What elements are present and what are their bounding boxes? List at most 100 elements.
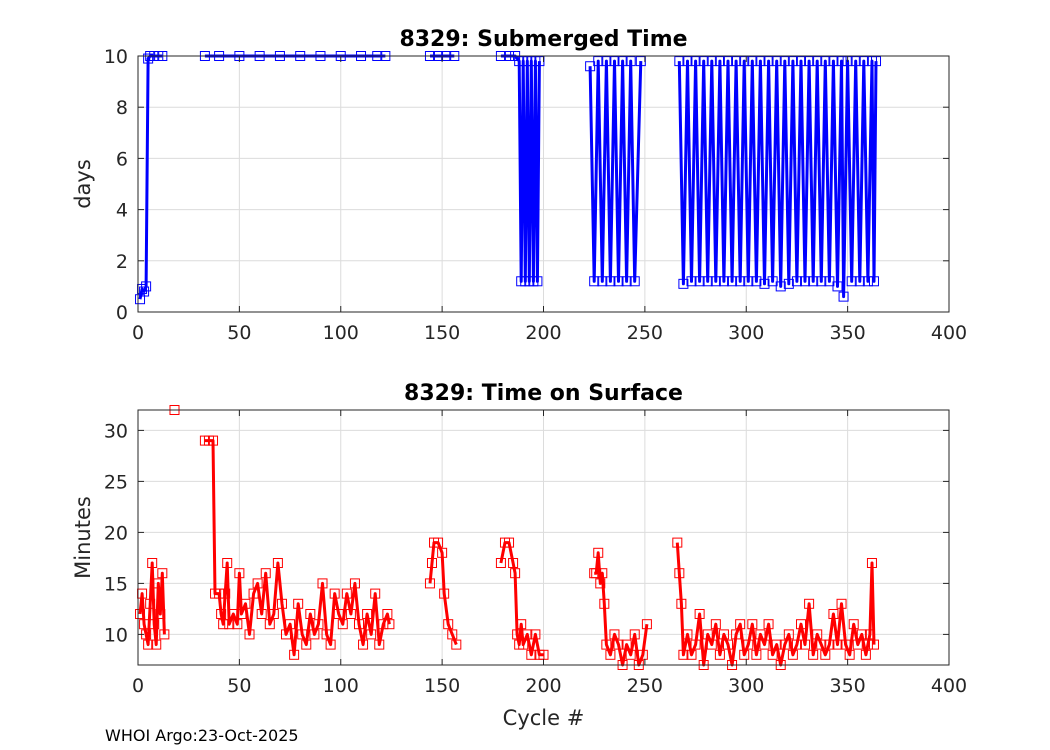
data-point-marker (341, 588, 352, 599)
data-point-marker (763, 619, 774, 630)
data-point-marker (508, 558, 519, 568)
data-point-marker (232, 619, 243, 630)
submerged-time-series (135, 51, 882, 305)
data-point-marker (862, 639, 873, 650)
data-point-marker (268, 609, 279, 619)
data-point-marker (800, 276, 811, 287)
series-line (428, 541, 458, 646)
data-point-marker (824, 276, 835, 287)
data-point-marker (731, 56, 742, 67)
data-point-marker (702, 276, 713, 287)
data-point-marker (686, 649, 697, 660)
data-point-marker (854, 276, 865, 287)
series-line (138, 54, 163, 300)
data-point-marker (808, 276, 819, 287)
data-point-marker (240, 598, 251, 609)
data-point-marker (779, 639, 790, 650)
data-point-marker (714, 649, 725, 660)
data-point-marker (783, 278, 794, 289)
data-point-marker (234, 568, 245, 579)
data-point-marker (530, 629, 541, 640)
x-tick-label: 200 (525, 322, 561, 344)
data-point-marker (868, 276, 879, 287)
x-tick-label: 150 (424, 322, 460, 344)
y-tick-label: 10 (104, 46, 128, 68)
data-point-marker (674, 56, 685, 67)
data-point-marker (791, 639, 802, 650)
data-point-marker (353, 619, 364, 630)
data-point-marker (264, 619, 275, 630)
data-point-marker (751, 649, 762, 660)
data-point-marker (804, 598, 815, 609)
data-point-marker (832, 639, 843, 650)
data-point-marker (593, 547, 604, 558)
data-point-marker (714, 56, 725, 67)
data-point-marker (621, 639, 632, 650)
data-point-marker (228, 609, 239, 619)
data-point-marker (868, 639, 879, 650)
data-point-marker (702, 629, 713, 640)
data-point-marker (739, 56, 750, 67)
series-line (204, 439, 391, 657)
data-point-marker (723, 56, 734, 67)
data-point-marker (739, 649, 750, 660)
data-point-marker (495, 558, 506, 568)
series-line (677, 59, 878, 299)
data-point-marker (329, 588, 340, 599)
data-point-marker (447, 629, 458, 640)
data-point-marker (313, 619, 324, 630)
data-point-marker (694, 609, 705, 619)
x-tick-label: 150 (424, 675, 460, 697)
x-tick-label: 100 (323, 675, 359, 697)
data-point-marker (321, 629, 332, 640)
data-point-marker (828, 609, 839, 619)
data-point-marker (370, 588, 381, 599)
data-point-marker (272, 558, 283, 568)
data-point-marker (145, 598, 156, 609)
data-point-marker (682, 56, 693, 67)
data-point-marker (159, 629, 170, 640)
data-point-marker (718, 629, 729, 640)
data-point-marker (518, 639, 529, 650)
x-tick-label: 400 (931, 675, 967, 697)
data-point-marker (850, 56, 861, 67)
data-point-marker (800, 639, 811, 650)
data-point-marker (848, 619, 859, 630)
data-point-marker (747, 56, 758, 67)
data-point-marker (609, 56, 620, 67)
data-point-marker (439, 588, 450, 599)
data-point-marker (731, 629, 742, 640)
data-point-marker (526, 649, 537, 660)
data-point-marker (844, 649, 855, 660)
data-point-marker (828, 56, 839, 67)
data-point-marker (613, 276, 624, 287)
data-point-marker (625, 649, 636, 660)
data-point-marker (812, 56, 823, 67)
series-line (500, 54, 541, 283)
data-point-marker (672, 537, 683, 548)
data-point-marker (674, 568, 685, 579)
submerged-time-axes: 0 50 100 150 200 250 300 350 400 0 2 4 6 8 10 8329: Su… (71, 27, 967, 344)
data-point-marker (787, 56, 798, 67)
data-point-marker (727, 276, 738, 287)
data-point-marker (141, 281, 152, 292)
data-point-marker (771, 639, 782, 650)
data-point-marker (222, 558, 233, 568)
data-point-marker (866, 558, 877, 568)
data-point-marker (149, 619, 160, 630)
data-point-marker (135, 609, 146, 619)
data-point-marker (276, 598, 287, 609)
data-point-marker (858, 56, 869, 67)
data-point-marker (779, 56, 790, 67)
x-tick-label: 350 (829, 675, 865, 697)
data-point-marker (337, 619, 348, 630)
data-point-marker (795, 56, 806, 67)
data-point-marker (216, 609, 227, 619)
data-point-marker (532, 276, 543, 287)
data-point-marker (236, 609, 247, 619)
data-point-marker (775, 281, 786, 292)
data-point-marker (698, 56, 709, 67)
data-point-marker (424, 578, 435, 589)
data-point-marker (143, 639, 154, 650)
data-point-marker (613, 639, 624, 650)
